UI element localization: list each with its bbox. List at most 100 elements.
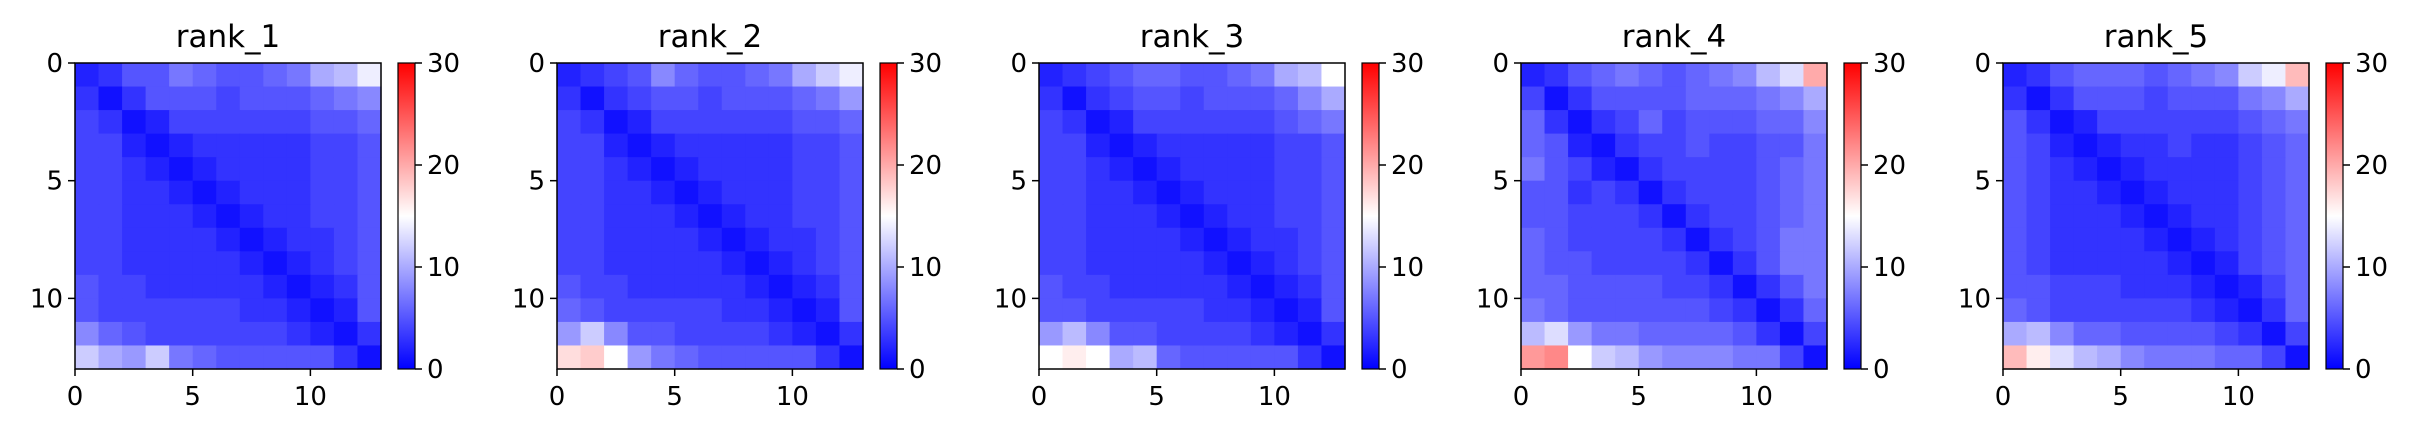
heatmap-cell — [1662, 251, 1687, 276]
heatmap-cell — [1803, 86, 1828, 111]
heatmap-cell — [333, 133, 359, 158]
heatmap-cell — [839, 227, 864, 252]
heatmap-cell — [263, 274, 288, 299]
heatmap-cell — [169, 204, 194, 229]
heatmap-cell — [1180, 63, 1205, 88]
heatmap-cell — [216, 345, 241, 370]
heatmap-cell — [2285, 110, 2310, 135]
colorbar-frame — [1361, 62, 1380, 370]
heatmap-cell — [98, 321, 123, 347]
heatmap-cell — [1180, 204, 1205, 229]
heatmap-cell — [721, 110, 746, 135]
heatmap-cell — [1662, 298, 1687, 323]
heatmap-cell — [2003, 110, 2028, 135]
heatmap-cell — [1544, 345, 1569, 370]
heatmap-cell — [557, 321, 582, 347]
heatmap-cell — [2238, 251, 2263, 276]
colorbar-frame — [2325, 62, 2344, 370]
heatmap-cell — [1803, 180, 1828, 205]
heatmap-cell — [1803, 251, 1828, 276]
heatmap-cell — [263, 204, 288, 229]
heatmap-cell — [2120, 180, 2145, 205]
heatmap-cell — [1591, 251, 1616, 276]
heatmap-cell — [1779, 251, 1805, 276]
heatmap-panel-3: rank_3 0 5 10 0 5 10 0 10 20 30 — [994, 19, 1424, 412]
heatmap-cell — [1591, 227, 1616, 252]
heatmap-cell — [98, 180, 123, 205]
heatmap-cell — [1638, 298, 1663, 323]
heatmap-cell — [2073, 180, 2098, 205]
heatmap-cell — [2238, 110, 2263, 135]
heatmap-cell — [1321, 133, 1346, 158]
heatmap-cell — [1544, 251, 1569, 276]
heatmap-cell — [815, 298, 841, 323]
heatmap-cell — [2285, 251, 2310, 276]
heatmap-cell — [2191, 180, 2216, 205]
heatmap-cell — [1732, 298, 1757, 323]
heatmap-cell — [1297, 274, 1323, 299]
heatmap-cell — [1662, 345, 1687, 370]
heatmap-cell — [310, 180, 335, 205]
heatmap-cell — [1156, 321, 1181, 347]
heatmap-cell — [1779, 298, 1805, 323]
heatmap-cell — [2191, 227, 2216, 252]
heatmap-cell — [674, 204, 699, 229]
heatmap-cell — [745, 204, 770, 229]
heatmap-cell — [310, 274, 335, 299]
heatmap-cell — [792, 345, 817, 370]
heatmap-cell — [169, 180, 194, 205]
heatmap-cell — [310, 133, 335, 158]
heatmap-cell — [1109, 157, 1134, 182]
heatmap-cell — [169, 63, 194, 88]
heatmap-cell — [580, 157, 605, 182]
heatmap-cell — [145, 204, 170, 229]
heatmap-panel-1: rank_1 0 5 10 0 5 10 0 10 20 30 — [30, 19, 460, 412]
heatmap-cell — [2238, 204, 2263, 229]
heatmap-cell — [122, 63, 147, 88]
heatmap-cell — [1521, 133, 1546, 158]
heatmap-cell — [333, 227, 359, 252]
heatmap-cell — [1062, 321, 1087, 347]
heatmap-cell — [2191, 345, 2216, 370]
heatmap-cell — [2238, 180, 2263, 205]
heatmap-cell — [2261, 298, 2287, 323]
heatmap-cell — [815, 274, 841, 299]
heatmap-cell — [1274, 274, 1299, 299]
heatmap-cell — [1180, 321, 1205, 347]
chart-title: rank_5 — [2104, 19, 2209, 55]
heatmap-cell — [2261, 321, 2287, 347]
heatmap-cell — [286, 86, 311, 111]
heatmap-cell — [98, 345, 123, 370]
heatmap-cell — [1803, 274, 1828, 299]
heatmap-cell — [674, 110, 699, 135]
heatmap-cell — [1274, 63, 1299, 88]
heatmap-cell — [1803, 321, 1828, 347]
heatmap-cell — [1638, 110, 1663, 135]
heatmap-cell — [557, 274, 582, 299]
heatmap-cell — [2167, 227, 2192, 252]
heatmap-cell — [2191, 274, 2216, 299]
heatmap-cell — [604, 321, 629, 347]
heatmap-cell — [1803, 298, 1828, 323]
heatmap-cell — [333, 63, 359, 88]
heatmap-cell — [2144, 298, 2169, 323]
heatmap-cell — [2026, 251, 2051, 276]
heatmap-cell — [1568, 110, 1593, 135]
heatmap-cell — [1568, 63, 1593, 88]
heatmap-cell — [651, 133, 676, 158]
heatmap-cell — [2003, 204, 2028, 229]
heatmap-cell — [1274, 133, 1299, 158]
heatmap-cell — [1568, 227, 1593, 252]
heatmap-cell — [1521, 251, 1546, 276]
heatmap-cell — [1521, 274, 1546, 299]
heatmap-cell — [1203, 63, 1228, 88]
heatmap-cell — [839, 63, 864, 88]
colorbar-tick-label: 20 — [1391, 151, 1424, 181]
heatmap-cell — [1709, 133, 1734, 158]
heatmap-cell — [2003, 86, 2028, 111]
heatmap-cell — [1086, 157, 1111, 182]
heatmap-cell — [2073, 345, 2098, 370]
heatmap-cell — [239, 110, 264, 135]
heatmap-cell — [1062, 180, 1087, 205]
heatmap-cell — [1732, 133, 1757, 158]
